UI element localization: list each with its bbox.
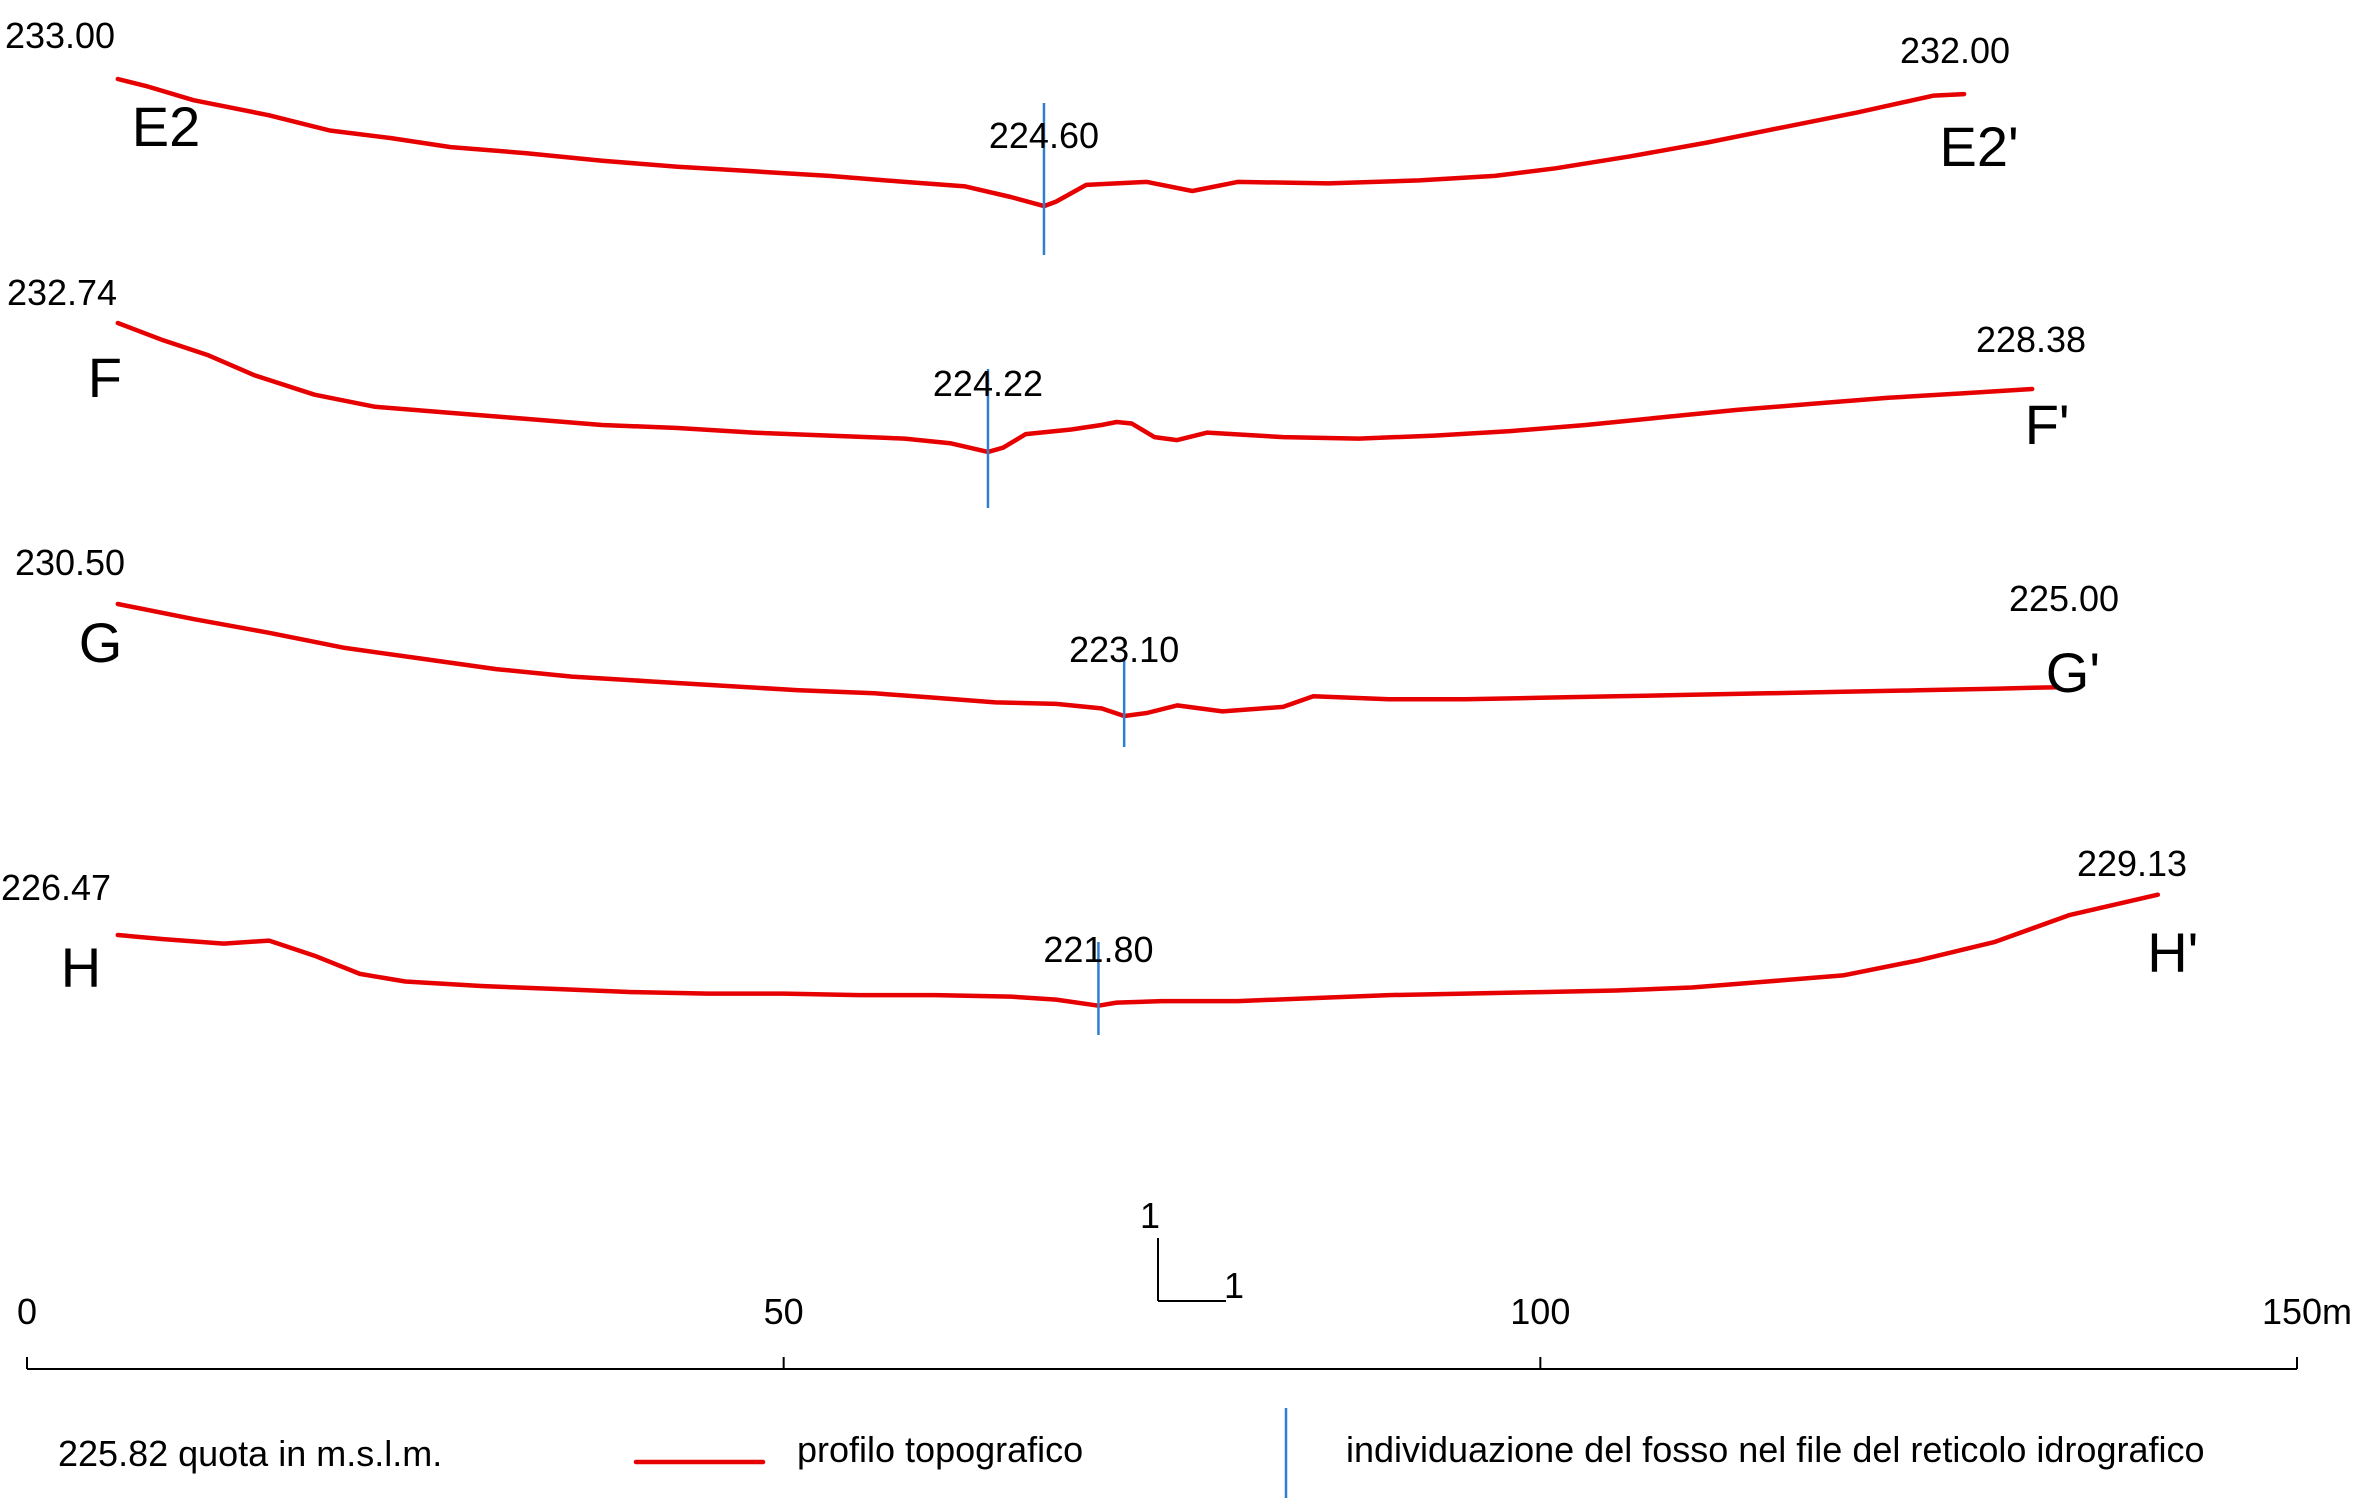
section-end-name: G' [2046, 641, 2100, 704]
section-start-name: F [88, 346, 122, 409]
profile-f-group: 232.74 228.38 224.22 F F' [7, 272, 2086, 508]
end-elevation-label: 229.13 [2077, 843, 2187, 884]
scale-tick-label: 50 [764, 1291, 804, 1332]
scale-tick-label: 0 [17, 1291, 37, 1332]
profile-g-group: 230.50 225.00 223.10 G G' [15, 542, 2119, 747]
end-elevation-label: 225.00 [2009, 578, 2119, 619]
legend-quota-text: 225.82 quota in m.s.l.m. [58, 1433, 442, 1474]
profile-e2-group: 233.00 232.00 224.60 E2 E2' [5, 15, 2019, 255]
profile-line [115, 892, 2161, 1008]
ditch-elevation-label: 223.10 [1069, 629, 1179, 670]
section-end-name: H' [2147, 921, 2198, 984]
scale-tick-label: 100 [1510, 1291, 1570, 1332]
ditch-elevation-label: 221.80 [1043, 929, 1153, 970]
start-elevation-label: 230.50 [15, 542, 125, 583]
ratio-horizontal-label: 1 [1224, 1265, 1244, 1306]
end-elevation-label: 228.38 [1976, 319, 2086, 360]
profile-line [115, 320, 2035, 455]
ratio-vertical-label: 1 [1140, 1195, 1160, 1236]
legend-ditch-label: individuazione del fosso nel file del re… [1346, 1429, 2205, 1470]
profiles-layer: 233.00 232.00 224.60 E2 E2' 232.74 228.38 224.2… [1, 15, 2198, 1035]
start-elevation-label: 233.00 [5, 15, 115, 56]
ditch-elevation-label: 224.22 [933, 363, 1043, 404]
section-start-name: E2 [132, 95, 201, 158]
start-elevation-label: 226.47 [1, 867, 111, 908]
section-end-name: E2' [1939, 115, 2018, 178]
section-start-name: G [79, 611, 123, 674]
profile-line [115, 76, 1967, 209]
start-elevation-label: 232.74 [7, 272, 117, 313]
scale-tick-label: 150m [2262, 1291, 2352, 1332]
ditch-elevation-label: 224.60 [989, 115, 1099, 156]
distance-scale-bar: 0 50 100 150m [17, 1291, 2352, 1370]
end-elevation-label: 232.00 [1900, 30, 2010, 71]
scale-ratio-marker: 1 1 [1140, 1195, 1244, 1306]
legend-profile-label: profilo topografico [797, 1429, 1083, 1470]
section-start-name: H [61, 936, 101, 999]
profile-h-group: 226.47 229.13 221.80 H H' [1, 843, 2198, 1035]
section-end-name: F' [2025, 393, 2070, 456]
legend: 225.82 quota in m.s.l.m. profilo topogra… [58, 1408, 2205, 1498]
